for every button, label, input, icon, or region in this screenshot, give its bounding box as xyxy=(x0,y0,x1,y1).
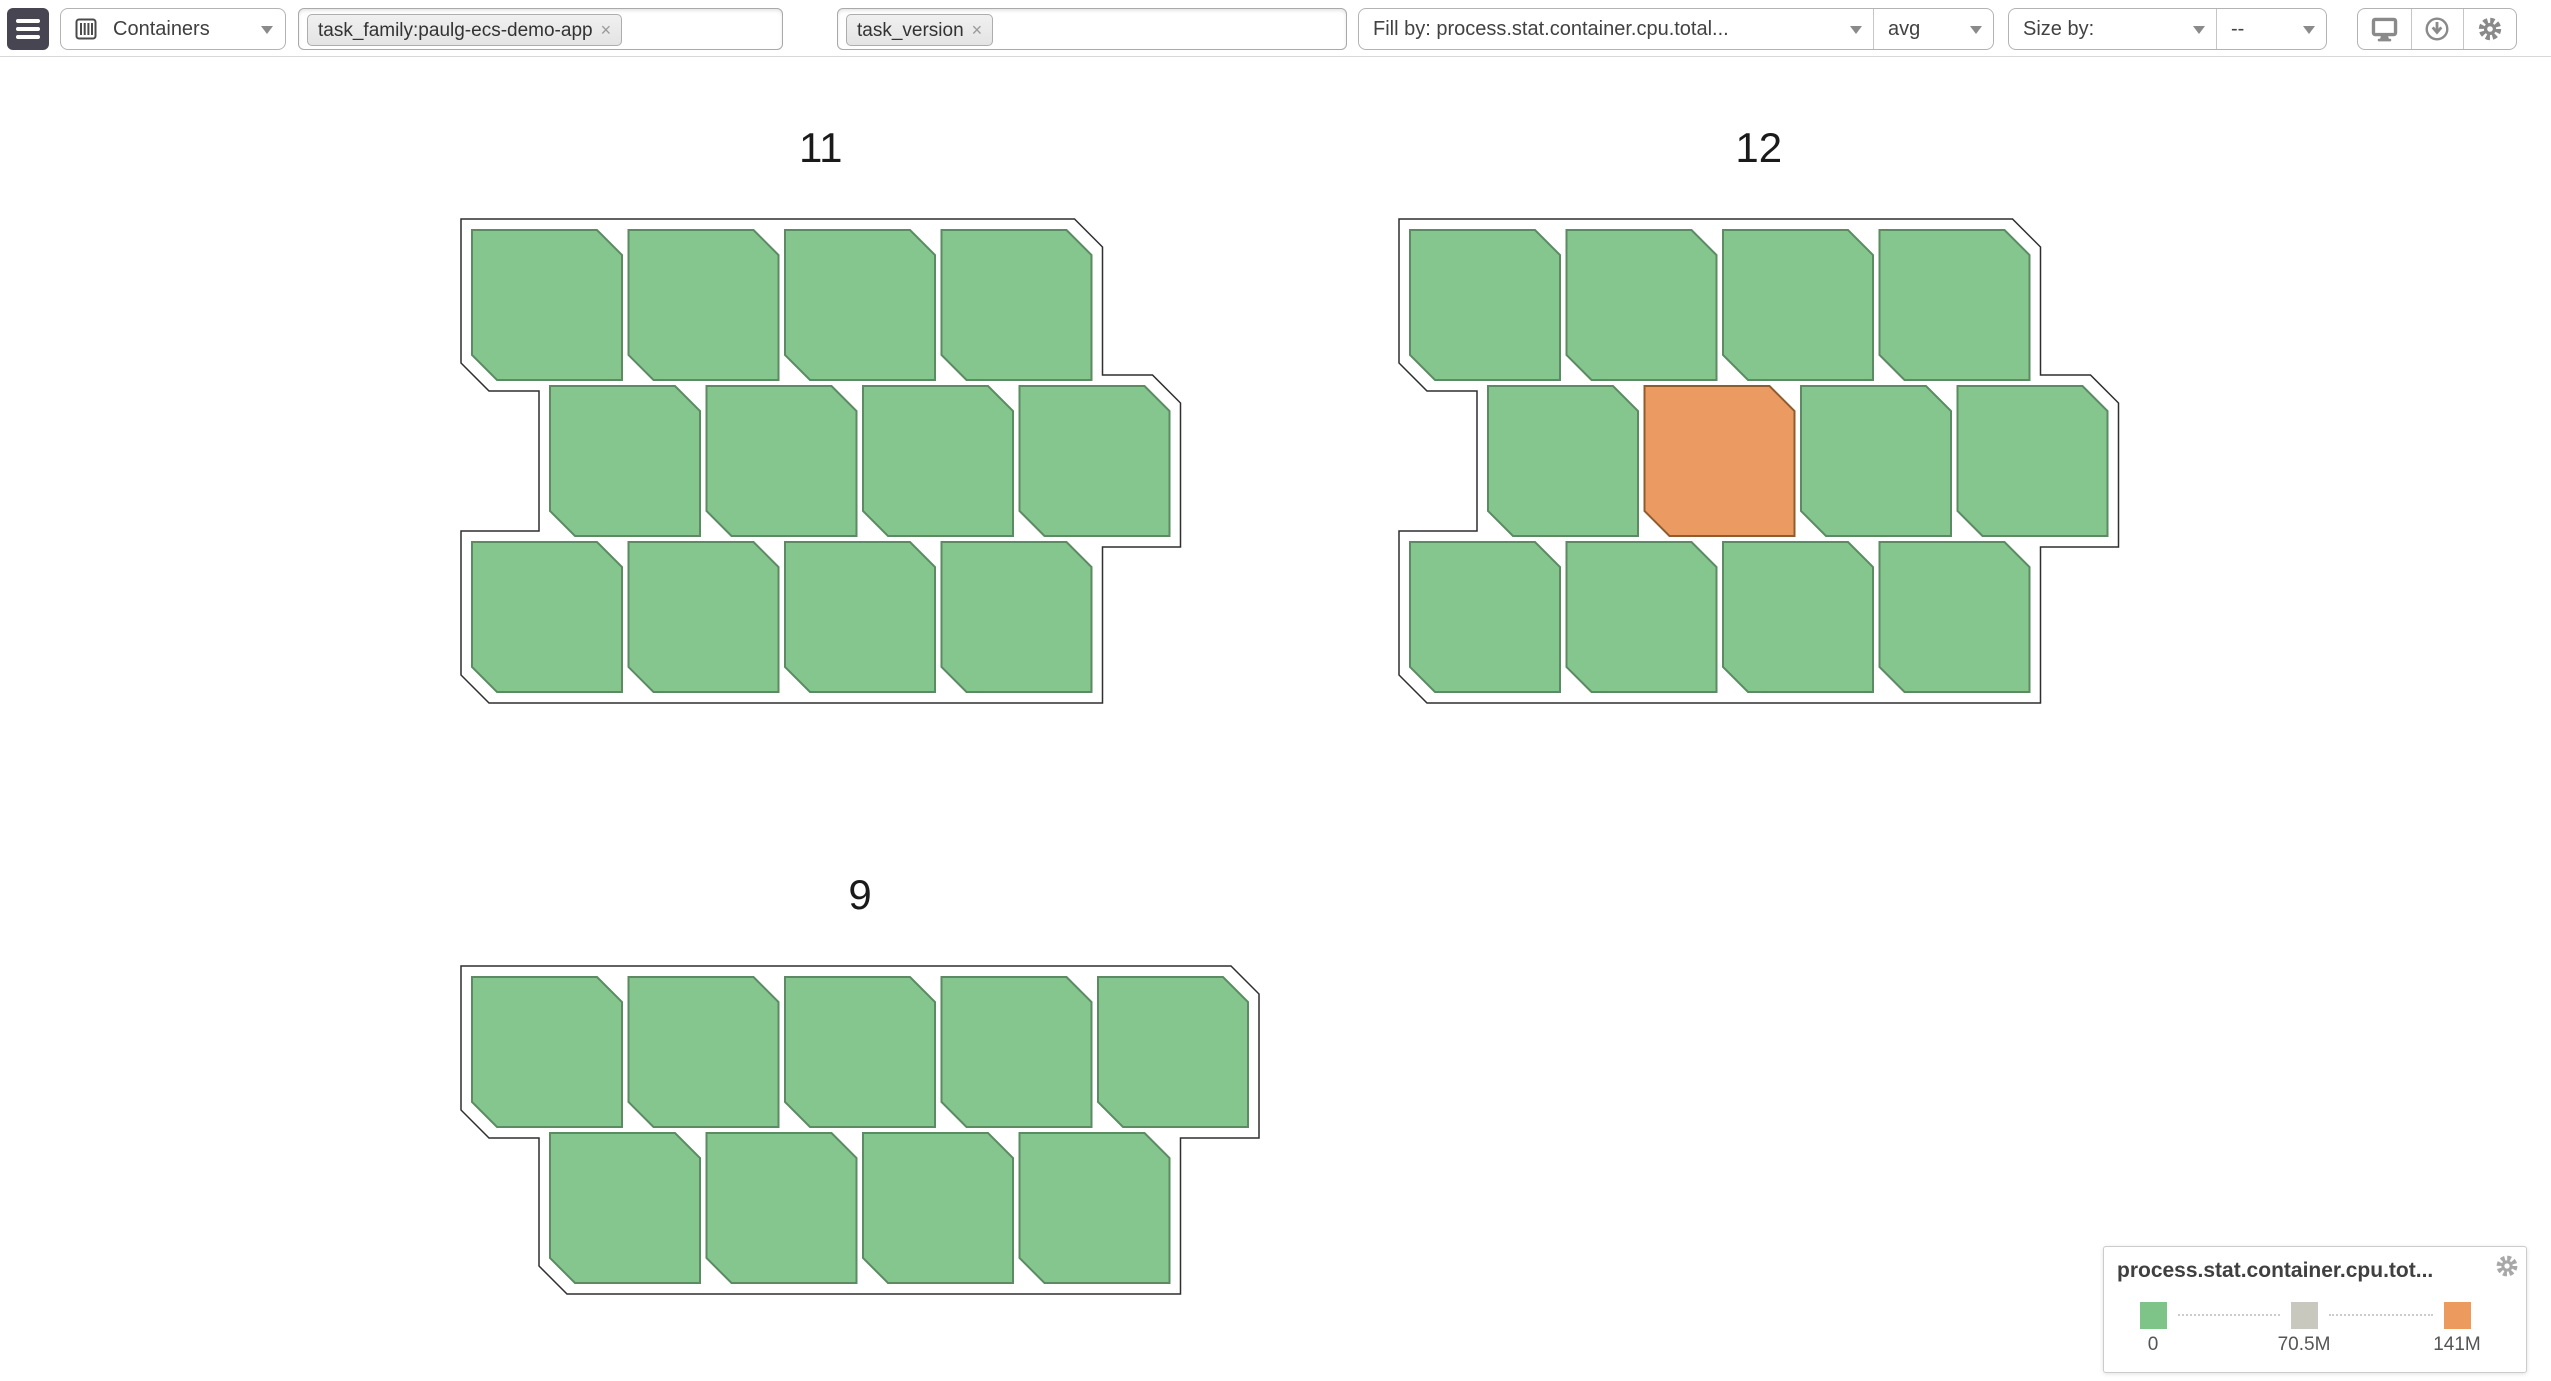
fill-by-control: Fill by: process.stat.container.cpu.tota… xyxy=(1358,8,1994,50)
gear-icon xyxy=(2478,17,2502,41)
legend-swatch-mid xyxy=(2291,1302,2318,1329)
toolbar-actions xyxy=(2357,8,2517,50)
container-tile[interactable] xyxy=(1722,229,1874,381)
container-tile[interactable] xyxy=(784,541,936,693)
container-tile[interactable] xyxy=(784,229,936,381)
download-button[interactable] xyxy=(2410,9,2464,49)
size-by-value: -- xyxy=(2231,18,2245,40)
view-selector[interactable]: Containers xyxy=(60,8,286,50)
container-tile[interactable] xyxy=(940,541,1093,693)
legend-swatch-max xyxy=(2444,1302,2471,1329)
container-tile[interactable] xyxy=(705,1132,858,1284)
container-tile[interactable] xyxy=(1565,229,1718,381)
container-tile[interactable] xyxy=(1097,976,1249,1128)
hamburger-icon xyxy=(16,19,40,23)
container-tile[interactable] xyxy=(1018,385,1171,537)
monitor-icon xyxy=(2371,17,2398,41)
legend-card: process.stat.container.cpu.tot... 0 70.5… xyxy=(2103,1246,2527,1373)
filter-tag-task-family[interactable]: task_family:paulg-ecs-demo-app × xyxy=(307,14,623,46)
container-tile[interactable] xyxy=(1409,229,1561,381)
filter-input-task-family[interactable]: task_family:paulg-ecs-demo-app × xyxy=(298,8,783,50)
container-tile[interactable] xyxy=(705,385,858,537)
legend-value-min: 0 xyxy=(2147,1334,2159,1355)
size-by-control: Size by: -- xyxy=(2008,8,2327,50)
size-by-value-dropdown[interactable]: -- xyxy=(2216,9,2326,49)
legend-swatch-min xyxy=(2140,1302,2167,1329)
menu-button[interactable] xyxy=(7,8,49,50)
container-tile[interactable] xyxy=(1956,385,2109,537)
group-label: 12 xyxy=(1735,124,1782,171)
legend-value-mid: 70.5M xyxy=(2277,1334,2331,1355)
container-tile[interactable] xyxy=(549,1132,701,1284)
view-selector-label: Containers xyxy=(113,18,210,40)
filter-tag-task-version[interactable]: task_version × xyxy=(846,14,994,46)
container-tile[interactable] xyxy=(627,976,780,1128)
fullscreen-button[interactable] xyxy=(2358,9,2411,49)
container-tile[interactable] xyxy=(471,229,623,381)
group-label: 9 xyxy=(848,871,871,918)
container-tile[interactable] xyxy=(1018,1132,1171,1284)
container-tile[interactable] xyxy=(627,541,780,693)
columns-icon xyxy=(75,18,97,40)
container-tile[interactable] xyxy=(1565,541,1718,693)
chevron-down-icon xyxy=(1850,26,1862,34)
container-tile[interactable] xyxy=(862,385,1014,537)
size-by-dropdown[interactable]: Size by: xyxy=(2009,9,2216,49)
container-tile[interactable] xyxy=(1800,385,1952,537)
container-tile[interactable] xyxy=(1878,541,2031,693)
remove-tag-icon[interactable]: × xyxy=(971,20,983,40)
download-icon xyxy=(2426,17,2449,41)
container-tile[interactable] xyxy=(784,976,936,1128)
chevron-down-icon xyxy=(1970,26,1982,34)
container-tile[interactable] xyxy=(940,976,1093,1128)
container-tile[interactable] xyxy=(627,229,780,381)
legend-settings-icon[interactable] xyxy=(2494,1253,2520,1279)
toolbar: Containers task_family:paulg-ecs-demo-ap… xyxy=(0,0,2551,57)
settings-button[interactable] xyxy=(2463,9,2516,49)
legend-value-max: 141M xyxy=(2433,1334,2481,1355)
group-label: 11 xyxy=(799,124,843,171)
filter-tag-label: task_version xyxy=(857,20,964,41)
container-tile[interactable] xyxy=(862,1132,1014,1284)
filter-tag-label: task_family:paulg-ecs-demo-app xyxy=(318,20,593,41)
container-tile[interactable] xyxy=(940,229,1093,381)
container-tile[interactable] xyxy=(549,385,701,537)
container-tile[interactable] xyxy=(471,541,623,693)
fill-by-label: Fill by: process.stat.container.cpu.tota… xyxy=(1373,18,1729,40)
chevron-down-icon xyxy=(261,26,273,34)
legend-connector xyxy=(2329,1314,2433,1316)
remove-tag-icon[interactable]: × xyxy=(600,20,612,40)
container-tile-high-cpu[interactable] xyxy=(1643,385,1796,537)
chevron-down-icon xyxy=(2303,26,2315,34)
aggregation-label: avg xyxy=(1888,18,1921,40)
legend-connector xyxy=(2178,1314,2280,1316)
chevron-down-icon xyxy=(2193,26,2205,34)
size-by-label: Size by: xyxy=(2023,18,2095,40)
container-tile[interactable] xyxy=(471,976,623,1128)
fill-by-dropdown[interactable]: Fill by: process.stat.container.cpu.tota… xyxy=(1359,9,1873,49)
container-tile[interactable] xyxy=(1487,385,1639,537)
container-tile[interactable] xyxy=(1722,541,1874,693)
filter-input-task-version[interactable]: task_version × xyxy=(837,8,1347,50)
container-tile[interactable] xyxy=(1409,541,1561,693)
legend-title: process.stat.container.cpu.tot... xyxy=(2117,1259,2434,1282)
aggregation-dropdown[interactable]: avg xyxy=(1873,9,1993,49)
container-tile[interactable] xyxy=(1878,229,2031,381)
